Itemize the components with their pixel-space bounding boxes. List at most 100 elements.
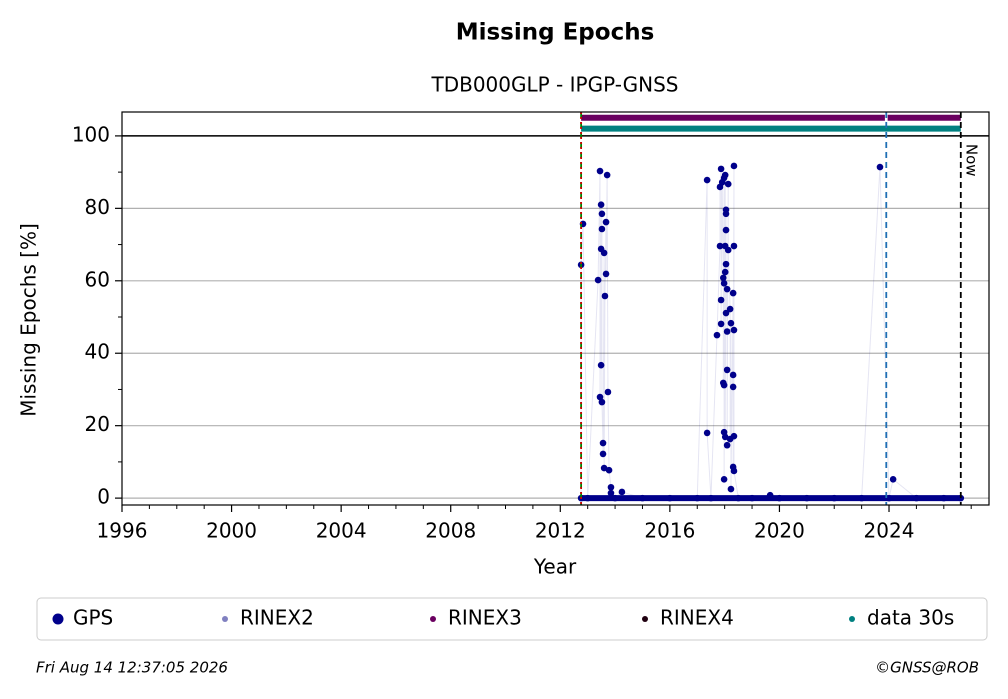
- data-point: [604, 388, 612, 396]
- x-tick-label: 2000: [206, 519, 257, 543]
- x-tick-label: 2008: [425, 519, 476, 543]
- legend-marker: [642, 616, 648, 622]
- data-point: [730, 467, 738, 475]
- data-point: [596, 167, 604, 175]
- legend-marker: [52, 613, 64, 625]
- data-point: [730, 432, 738, 440]
- data-point: [727, 319, 735, 327]
- vertical-marker-label: Now: [962, 144, 980, 177]
- data-point: [723, 328, 731, 335]
- data-point: [703, 176, 711, 184]
- data-point: [719, 274, 727, 282]
- data-point: [723, 366, 731, 374]
- x-tick-label: 1996: [97, 519, 148, 543]
- legend-marker: [849, 616, 855, 622]
- data-point: [599, 450, 607, 458]
- data-point: [596, 393, 604, 401]
- x-tick-label: 2016: [644, 519, 695, 543]
- data-point: [603, 171, 611, 179]
- legend-marker: [222, 616, 228, 622]
- data-point: [600, 249, 608, 257]
- data-point: [600, 464, 608, 472]
- data-point: [723, 285, 731, 293]
- legend-marker: [430, 616, 436, 622]
- data-point: [716, 242, 724, 250]
- data-point: [748, 494, 756, 502]
- x-axis-label: Year: [533, 555, 577, 579]
- data-point: [722, 309, 730, 317]
- data-point: [594, 276, 602, 284]
- data-point: [602, 270, 610, 278]
- chart-title: Missing Epochs: [456, 20, 655, 46]
- data-point: [717, 320, 725, 328]
- data-point: [717, 165, 725, 173]
- data-point: [729, 383, 737, 391]
- data-point: [724, 180, 732, 188]
- data-point: [720, 381, 728, 389]
- data-point: [721, 268, 729, 276]
- data-point: [729, 371, 737, 379]
- data-point: [666, 494, 674, 502]
- y-tick-label: 80: [85, 195, 110, 219]
- data-point: [618, 488, 626, 496]
- data-point: [889, 475, 897, 483]
- x-tick-label: 2012: [535, 519, 586, 543]
- data-point: [730, 162, 738, 170]
- data-point: [720, 280, 728, 287]
- data-point: [876, 163, 884, 171]
- data-point: [721, 433, 729, 441]
- data-point: [776, 494, 783, 502]
- data-point: [735, 494, 742, 502]
- data-point: [584, 494, 591, 502]
- data-point: [611, 494, 619, 502]
- data-point: [724, 246, 732, 254]
- connector-line: [580, 165, 961, 499]
- data-point: [722, 210, 730, 218]
- legend-label: RINEX2: [240, 606, 314, 630]
- data-point: [723, 441, 731, 449]
- legend-label: RINEX4: [660, 606, 734, 630]
- y-tick-label: 60: [85, 267, 110, 291]
- data-point: [913, 494, 920, 502]
- data-point: [605, 466, 613, 474]
- y-tick-label: 0: [97, 485, 110, 509]
- footer-date: Fri Aug 14 12:37:05 2026: [36, 659, 228, 677]
- data-point: [602, 218, 610, 226]
- footer-credit: ©GNSS@ROB: [875, 659, 979, 677]
- data-point: [598, 398, 606, 406]
- legend-label: data 30s: [867, 606, 954, 630]
- data-point: [707, 494, 715, 502]
- data-point: [766, 491, 774, 499]
- data-point: [597, 361, 605, 369]
- data-point: [607, 483, 615, 491]
- legend-label: RINEX3: [448, 606, 522, 630]
- data-point: [803, 494, 811, 502]
- data-point: [599, 439, 607, 447]
- data-point: [722, 226, 730, 234]
- data-point: [940, 494, 948, 502]
- data-point: [597, 201, 605, 209]
- data-point: [720, 475, 728, 483]
- data-point: [730, 242, 738, 250]
- data-point: [601, 292, 609, 300]
- data-point: [598, 225, 606, 233]
- chart-subtitle: TDB000GLP - IPGP-GNSS: [430, 73, 678, 97]
- data-point: [639, 494, 646, 502]
- data-point: [726, 305, 734, 313]
- data-point: [717, 296, 725, 304]
- data-point: [721, 171, 729, 179]
- data-point: [598, 210, 606, 218]
- data-point: [830, 494, 838, 502]
- y-tick-label: 100: [72, 122, 110, 146]
- x-tick-label: 2024: [864, 519, 915, 543]
- data-point: [722, 260, 730, 268]
- data-point: [957, 494, 965, 502]
- x-tick-label: 2004: [316, 519, 367, 543]
- legend-box: [36, 597, 988, 641]
- data-point: [693, 494, 701, 502]
- y-tick-label: 40: [85, 340, 110, 364]
- plot-frame: [121, 111, 990, 506]
- data-point: [729, 289, 737, 297]
